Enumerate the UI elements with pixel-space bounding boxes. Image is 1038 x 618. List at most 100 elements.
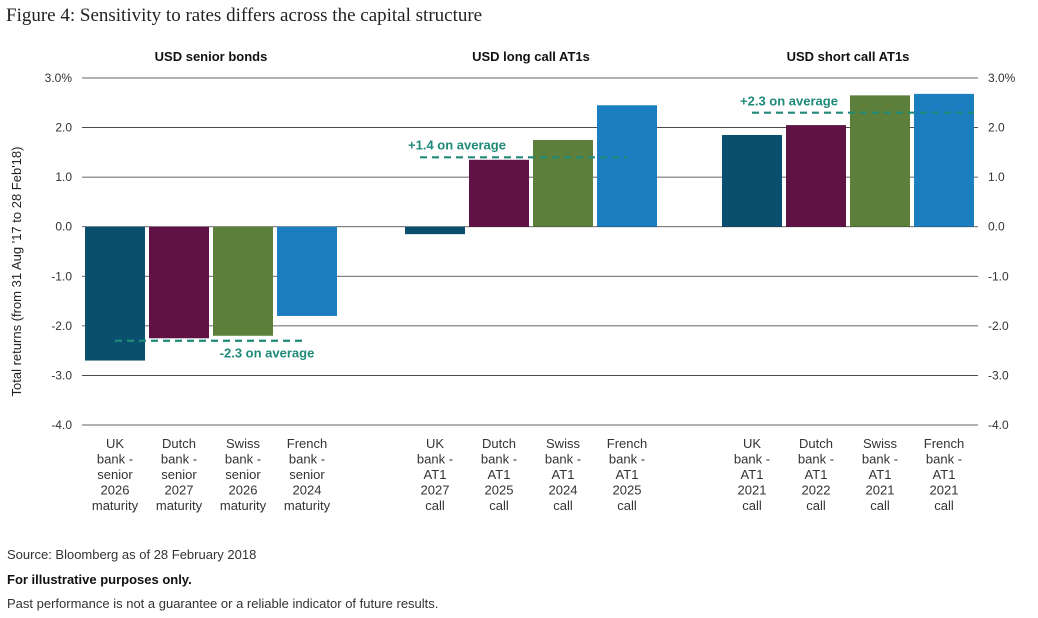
category-label: 2026: [229, 483, 258, 498]
bar: [213, 226, 273, 336]
y-tick-label-right: 1.0: [988, 170, 1005, 184]
category-label: UK: [426, 436, 444, 451]
category-label: bank -: [734, 452, 770, 467]
y-tick-label-right: -1.0: [988, 269, 1009, 283]
category-label: bank -: [481, 452, 517, 467]
category-label: maturity: [220, 498, 267, 513]
category-label: 2026: [101, 483, 130, 498]
category-label: bank -: [417, 452, 453, 467]
category-label: call: [806, 498, 826, 513]
illustrative-note: For illustrative purposes only.: [7, 572, 192, 587]
y-tick-label-left: -1.0: [51, 269, 72, 283]
category-label: bank -: [545, 452, 581, 467]
category-label: bank -: [609, 452, 645, 467]
category-label: call: [617, 498, 637, 513]
group-title: USD long call AT1s: [472, 49, 590, 64]
y-tick-label-left: 0.0: [55, 220, 72, 234]
y-tick-label-right: -4.0: [988, 418, 1009, 432]
category-label: AT1: [933, 467, 956, 482]
bar: [914, 93, 974, 227]
bar: [405, 226, 465, 235]
category-label: 2027: [421, 483, 450, 498]
category-label: maturity: [92, 498, 139, 513]
chart: 3.0% 3.0% 2.0 2.0 1.0 1.0 0.0 0.0 -1.0 -1.0 -2.0 -2…: [9, 49, 1016, 513]
y-tick-label-left: -4.0: [51, 418, 72, 432]
category-label: Swiss: [546, 436, 580, 451]
category-label: AT1: [488, 467, 511, 482]
bar: [149, 226, 209, 339]
category-label: call: [934, 498, 954, 513]
bar: [597, 105, 657, 227]
group-title: USD short call AT1s: [787, 49, 910, 64]
group-title: USD senior bonds: [155, 49, 268, 64]
category-label: Dutch: [482, 436, 516, 451]
category-label: bank -: [862, 452, 898, 467]
category-label: AT1: [616, 467, 639, 482]
category-label: Swiss: [863, 436, 897, 451]
average-label: +1.4 on average: [408, 137, 506, 152]
category-label: 2021: [738, 483, 767, 498]
category-label: call: [553, 498, 573, 513]
category-label: call: [742, 498, 762, 513]
category-label: AT1: [805, 467, 828, 482]
y-tick-label-left: 3.0%: [45, 71, 73, 85]
category-label: UK: [106, 436, 124, 451]
y-tick-label-left: 1.0: [55, 170, 72, 184]
average-label: +2.3 on average: [740, 94, 838, 109]
category-label: call: [425, 498, 445, 513]
y-tick-label-left: -3.0: [51, 368, 72, 382]
bar: [786, 125, 846, 227]
category-label: senior: [225, 467, 261, 482]
category-label: bank -: [97, 452, 133, 467]
category-label: call: [870, 498, 890, 513]
disclaimer-note: Past performance is not a guarantee or a…: [7, 596, 439, 611]
category-label: bank -: [289, 452, 325, 467]
bars-layer: [85, 93, 974, 361]
category-label: Dutch: [162, 436, 196, 451]
category-label: French: [607, 436, 647, 451]
bar: [469, 159, 529, 227]
category-label: 2025: [485, 483, 514, 498]
category-label: maturity: [284, 498, 331, 513]
y-tick-label-right: 3.0%: [988, 71, 1016, 85]
bar: [85, 226, 145, 361]
category-label: senior: [161, 467, 197, 482]
bar: [722, 135, 782, 227]
category-label: AT1: [424, 467, 447, 482]
y-tick-label-right: 0.0: [988, 220, 1005, 234]
category-label: French: [287, 436, 327, 451]
category-label: AT1: [869, 467, 892, 482]
text-layer: 3.0% 3.0% 2.0 2.0 1.0 1.0 0.0 0.0 -1.0 -1.0 -2.0 -2…: [9, 49, 1016, 513]
category-label: senior: [289, 467, 325, 482]
bar: [277, 226, 337, 316]
y-tick-label-right: -2.0: [988, 319, 1009, 333]
category-label: AT1: [552, 467, 575, 482]
category-label: 2027: [165, 483, 194, 498]
category-label: 2024: [293, 483, 322, 498]
category-label: bank -: [926, 452, 962, 467]
category-label: bank -: [798, 452, 834, 467]
source-note: Source: Bloomberg as of 28 February 2018: [7, 547, 257, 562]
y-tick-label-right: 2.0: [988, 121, 1005, 135]
category-label: 2021: [866, 483, 895, 498]
category-label: 2021: [930, 483, 959, 498]
category-label: senior: [97, 467, 133, 482]
category-label: bank -: [225, 452, 261, 467]
category-label: Dutch: [799, 436, 833, 451]
bar: [850, 95, 910, 227]
category-label: 2024: [549, 483, 578, 498]
figure-title: Figure 4: Sensitivity to rates differs a…: [6, 5, 483, 26]
y-tick-label-left: 2.0: [55, 121, 72, 135]
category-label: maturity: [156, 498, 203, 513]
category-label: French: [924, 436, 964, 451]
category-label: call: [489, 498, 509, 513]
bar: [533, 139, 593, 227]
y-axis-title: Total returns (from 31 Aug '17 to 28 Feb…: [9, 147, 24, 397]
y-tick-label-left: -2.0: [51, 319, 72, 333]
category-label: Swiss: [226, 436, 260, 451]
average-label: -2.3 on average: [220, 346, 315, 361]
average-layer: [115, 111, 974, 342]
category-label: 2022: [802, 483, 831, 498]
category-label: AT1: [741, 467, 764, 482]
y-tick-label-right: -3.0: [988, 368, 1009, 382]
